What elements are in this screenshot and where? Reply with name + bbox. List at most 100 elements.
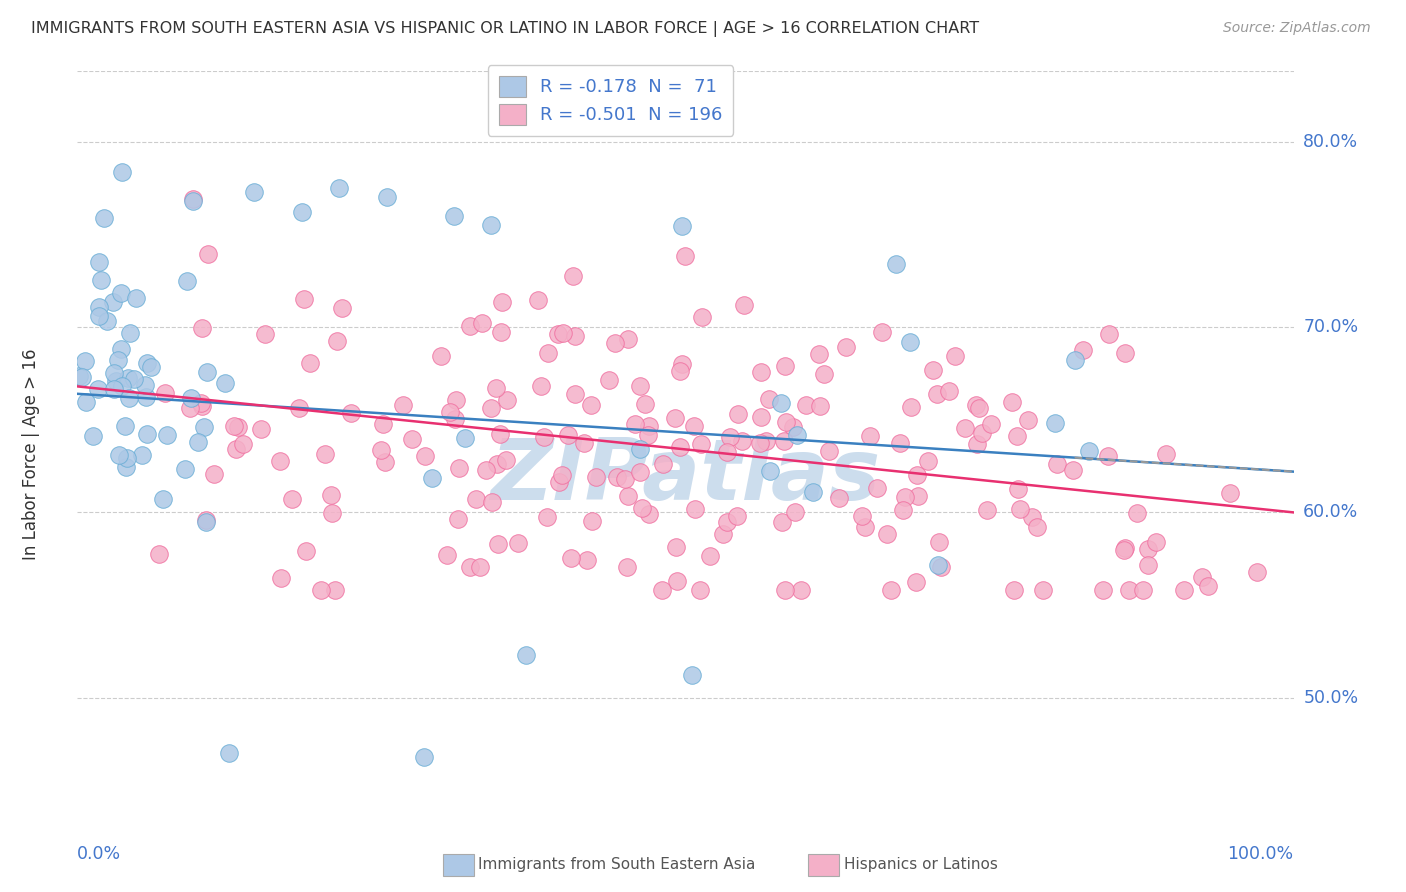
Text: 70.0%: 70.0% <box>1303 318 1358 336</box>
Point <box>115 451 138 466</box>
Point <box>551 467 574 482</box>
Point <box>89 300 111 314</box>
Point <box>194 516 217 530</box>
Point <box>454 431 477 445</box>
Point <box>224 419 246 434</box>
Point <box>616 559 638 574</box>
Point <box>1007 483 1029 497</box>
Point <box>120 326 142 340</box>
Point <box>900 400 922 414</box>
Point <box>1246 565 1268 579</box>
Point <box>323 583 346 598</box>
Point <box>401 432 423 446</box>
Point <box>929 559 952 574</box>
Point <box>443 412 465 426</box>
Point <box>927 386 949 401</box>
Point <box>1144 535 1167 549</box>
Point <box>966 436 988 450</box>
Point <box>770 515 793 529</box>
Point <box>1132 583 1154 598</box>
Point <box>1114 345 1136 359</box>
Point <box>1063 353 1085 368</box>
Point <box>485 381 508 395</box>
Point <box>75 395 97 409</box>
Point <box>515 648 537 662</box>
Point <box>731 434 754 448</box>
Point <box>1118 583 1140 598</box>
Point <box>202 467 225 481</box>
Point <box>775 415 797 429</box>
Point <box>288 401 311 415</box>
Point <box>859 429 882 443</box>
Point <box>1046 457 1069 471</box>
Point <box>218 747 240 761</box>
Point <box>314 448 336 462</box>
Point <box>666 574 689 588</box>
Point <box>1136 542 1159 557</box>
Point <box>193 420 215 434</box>
Point <box>755 434 778 449</box>
Point <box>67 368 90 383</box>
Point <box>927 558 949 573</box>
Point <box>681 668 703 682</box>
Point <box>876 526 898 541</box>
Point <box>371 417 394 432</box>
Text: IMMIGRANTS FROM SOUTH EASTERN ASIA VS HISPANIC OR LATINO IN LABOR FORCE | AGE > : IMMIGRANTS FROM SOUTH EASTERN ASIA VS HI… <box>31 21 979 37</box>
Point <box>980 417 1002 432</box>
Point <box>953 421 976 435</box>
Point <box>907 489 929 503</box>
Point <box>429 349 451 363</box>
Text: 60.0%: 60.0% <box>1303 503 1358 522</box>
Point <box>232 437 254 451</box>
Text: 80.0%: 80.0% <box>1303 133 1358 151</box>
Point <box>628 465 651 479</box>
Point <box>536 510 558 524</box>
Point <box>191 321 214 335</box>
Point <box>581 398 603 412</box>
Point <box>93 211 115 226</box>
Point <box>117 370 139 384</box>
Point <box>449 461 471 475</box>
Point <box>905 574 928 589</box>
Point <box>598 373 620 387</box>
Point <box>479 401 502 415</box>
Point <box>628 442 651 456</box>
Point <box>547 475 569 490</box>
Point <box>1114 541 1136 556</box>
Point <box>111 164 134 178</box>
Point <box>195 513 218 527</box>
Point <box>585 469 607 483</box>
Legend: R = -0.178  N =  71, R = -0.501  N = 196: R = -0.178 N = 71, R = -0.501 N = 196 <box>488 65 734 136</box>
Text: 100.0%: 100.0% <box>1227 845 1294 863</box>
Point <box>481 494 503 508</box>
Point <box>689 583 711 598</box>
Point <box>319 487 342 501</box>
Point <box>73 353 96 368</box>
Point <box>370 442 392 457</box>
Point <box>808 400 831 414</box>
Point <box>943 349 966 363</box>
Point <box>458 559 481 574</box>
Point <box>103 366 125 380</box>
Text: In Labor Force | Age > 16: In Labor Force | Age > 16 <box>22 348 41 560</box>
Point <box>716 445 738 459</box>
Point <box>1032 583 1054 598</box>
Point <box>1008 502 1031 516</box>
Point <box>630 500 652 515</box>
Point <box>187 434 209 449</box>
Point <box>506 535 529 549</box>
Point <box>436 549 458 563</box>
Point <box>894 490 917 504</box>
Text: Hispanics or Latinos: Hispanics or Latinos <box>844 857 997 872</box>
Point <box>603 336 626 351</box>
Point <box>818 443 841 458</box>
Point <box>928 535 950 549</box>
Text: Immigrants from South Eastern Asia: Immigrants from South Eastern Asia <box>478 857 755 872</box>
Point <box>471 316 494 330</box>
Point <box>759 464 782 478</box>
Point <box>444 392 467 407</box>
Point <box>651 583 673 598</box>
Point <box>772 434 794 449</box>
Point <box>321 507 343 521</box>
Point <box>135 390 157 404</box>
